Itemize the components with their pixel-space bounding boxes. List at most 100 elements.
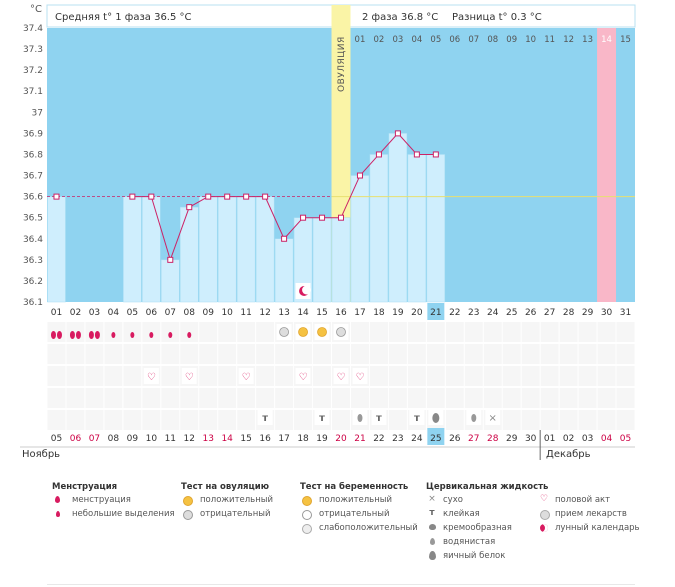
grid-cell — [578, 410, 597, 430]
temperature-point — [375, 151, 382, 158]
date-label: 26 — [449, 434, 461, 444]
menstruation-icon — [130, 332, 135, 338]
grid-cell — [559, 344, 578, 364]
grid-cell — [180, 344, 199, 364]
cycle-day-label: 03 — [89, 308, 100, 318]
date-label: 19 — [316, 434, 328, 444]
ovulation-positive-icon — [298, 327, 308, 337]
temperature-bar — [142, 196, 161, 303]
cycle-day-label: 21 — [430, 308, 441, 318]
cycle-day-label: 18 — [373, 308, 385, 318]
menstruation-icon — [88, 331, 94, 339]
grid-cell — [597, 366, 616, 386]
egg-white-icon — [432, 413, 440, 423]
sticky-icon: т — [414, 413, 420, 424]
grid-cell — [483, 322, 502, 342]
temperature-bar — [407, 154, 427, 303]
intercourse-icon: ♡ — [147, 372, 156, 383]
grid-cell — [47, 322, 66, 342]
grid-cell — [275, 366, 294, 386]
grid-cell — [445, 410, 464, 430]
legend-watery: водянистая — [443, 537, 496, 547]
grid-cell — [559, 322, 578, 342]
grid-cell — [464, 322, 483, 342]
y-tick-label: 37.4 — [23, 24, 43, 34]
temperature-point — [186, 204, 193, 211]
date-label: 28 — [487, 434, 499, 444]
top-day-label: 06 — [449, 35, 460, 45]
fluid-cell — [409, 409, 425, 425]
date-label: 15 — [240, 434, 251, 444]
cycle-day-label: 27 — [544, 308, 555, 318]
y-tick-label: 36.9 — [23, 129, 43, 139]
grid-cell — [218, 322, 237, 342]
grid-cell — [426, 344, 445, 364]
grid-cell — [256, 322, 275, 342]
ovulation-negative-icon — [279, 327, 289, 337]
menstruation-icon — [187, 332, 192, 338]
intercourse-icon: ♡ — [337, 372, 346, 383]
grid-cell — [388, 322, 407, 342]
cycle-day-label: 28 — [563, 308, 575, 318]
ovulation-positive-icon — [183, 496, 193, 506]
moon-icon — [540, 524, 548, 532]
temperature-point — [432, 151, 439, 158]
legend-pregnancy-test-title: Тест на беременность — [300, 482, 409, 492]
fluid-cell — [257, 409, 273, 425]
y-unit: °C — [30, 4, 42, 15]
grid-cell — [332, 410, 350, 430]
grid-cell — [47, 366, 66, 386]
cycle-day-label: 05 — [127, 308, 138, 318]
menstruation-icon — [56, 331, 62, 339]
grid-cell — [578, 344, 597, 364]
dry-icon: × — [489, 413, 497, 424]
top-day-label: 02 — [374, 35, 385, 45]
grid-cell — [445, 366, 464, 386]
grid-cell — [123, 322, 142, 342]
temperature-bar — [369, 154, 389, 303]
grid-cell — [597, 344, 616, 364]
grid-cell — [540, 344, 559, 364]
grid-cell — [180, 410, 199, 430]
grid-cell — [85, 344, 104, 364]
intercourse-cell — [143, 368, 159, 384]
legend-ovulation-positive: положительный — [200, 495, 273, 505]
intercourse-cell — [238, 368, 254, 384]
cycle-day-label: 09 — [202, 308, 214, 318]
grid-cell — [123, 344, 142, 364]
cycle-day-label: 01 — [51, 308, 62, 318]
date-label: 08 — [108, 434, 120, 444]
grid-cell — [350, 388, 369, 408]
date-label: 23 — [392, 434, 403, 444]
today-cycle-highlight — [427, 303, 445, 320]
top-day-label: 10 — [525, 35, 536, 45]
medication-icon — [540, 510, 550, 520]
legend-intercourse: половой акт — [555, 495, 611, 505]
grid-cell — [294, 410, 313, 430]
sticky-icon: т — [319, 413, 325, 424]
sticky-icon: т — [429, 508, 435, 518]
top-day-label: 01 — [355, 35, 366, 45]
moon-icon-mask — [302, 285, 312, 295]
temperature-line — [378, 133, 399, 155]
grid-cell — [559, 388, 578, 408]
menstruation-icon — [149, 332, 154, 338]
grid-cell — [369, 366, 388, 386]
legend-light-spotting: небольшие выделения — [72, 509, 175, 519]
date-label: 25 — [430, 434, 441, 444]
grid-cell — [218, 344, 237, 364]
temperature-bar — [161, 259, 180, 303]
grid-cell — [616, 410, 635, 430]
pregnancy-weak-positive-icon — [302, 524, 312, 534]
grid-cell — [313, 388, 332, 408]
top-day-label: 14 — [601, 35, 612, 45]
grid-cell — [104, 388, 123, 408]
today-date-highlight — [427, 428, 445, 445]
legend-creamy: кремообразная — [443, 523, 512, 533]
grid-cell — [47, 388, 66, 408]
y-tick-label: 36.4 — [23, 235, 43, 245]
grid-cell — [407, 322, 426, 342]
temperature-bar — [123, 196, 142, 303]
temperature-bar — [47, 196, 66, 303]
temperature-point — [129, 193, 136, 200]
